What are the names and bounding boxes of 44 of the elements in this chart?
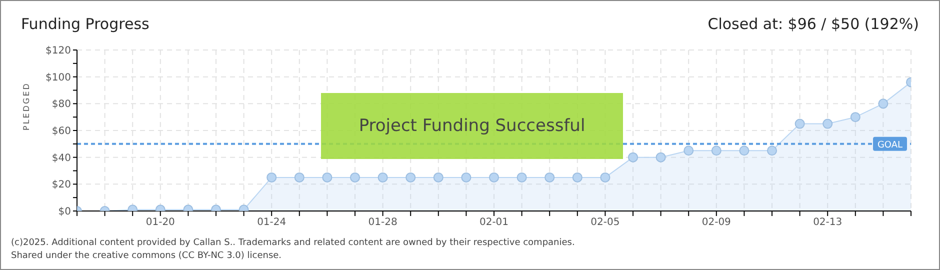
point xyxy=(684,146,694,156)
point xyxy=(628,152,638,162)
point xyxy=(544,172,555,182)
point xyxy=(461,172,472,182)
x-tick-label: 02-05 xyxy=(590,217,620,228)
point xyxy=(794,118,805,129)
point xyxy=(350,172,360,182)
y-tick-label: $0 xyxy=(58,206,71,218)
x-tick-label: 01-24 xyxy=(257,217,286,228)
point xyxy=(822,118,833,129)
point xyxy=(433,172,444,182)
ref-line-label: GOAL xyxy=(877,140,903,150)
point xyxy=(294,172,304,182)
x-tick-label: 01-20 xyxy=(146,217,175,228)
point xyxy=(711,146,722,156)
text: (c)2025. Additional content provided by Callan S.. Trademarks and related content are owned by their respective companies. xyxy=(11,237,575,250)
x-tick-label: 02-01 xyxy=(479,217,509,228)
chart-title: Funding Progress xyxy=(21,15,150,33)
point xyxy=(767,146,777,156)
point xyxy=(516,172,527,182)
y-tick-label: $100 xyxy=(46,72,71,84)
point xyxy=(850,112,860,122)
point xyxy=(322,172,332,182)
y-tick-label: $80 xyxy=(52,99,71,110)
y-axis-title: PLEDGED xyxy=(22,82,31,130)
point xyxy=(739,146,750,156)
x-tick-label: 01-28 xyxy=(368,217,398,228)
point xyxy=(406,172,416,182)
point xyxy=(489,172,499,182)
callout-box: Project Funding Successful xyxy=(321,93,623,159)
point xyxy=(656,152,666,162)
y-tick-label: $60 xyxy=(52,126,71,138)
point xyxy=(378,172,388,182)
text: Shared under the creative commons (CC BY-NC 3.0) license. xyxy=(11,250,283,263)
y-tick-label: $40 xyxy=(52,152,71,164)
y-tick-label: $20 xyxy=(52,180,71,191)
chart-subtitle: Closed at: $96 / $50 (192%) xyxy=(708,15,919,33)
point xyxy=(266,172,277,182)
point xyxy=(878,98,888,109)
y-tick-label: $120 xyxy=(46,46,71,57)
x-tick-label: 02-13 xyxy=(813,217,842,228)
x-tick-label: 02-09 xyxy=(702,217,731,228)
point xyxy=(572,172,582,182)
point xyxy=(600,172,610,182)
